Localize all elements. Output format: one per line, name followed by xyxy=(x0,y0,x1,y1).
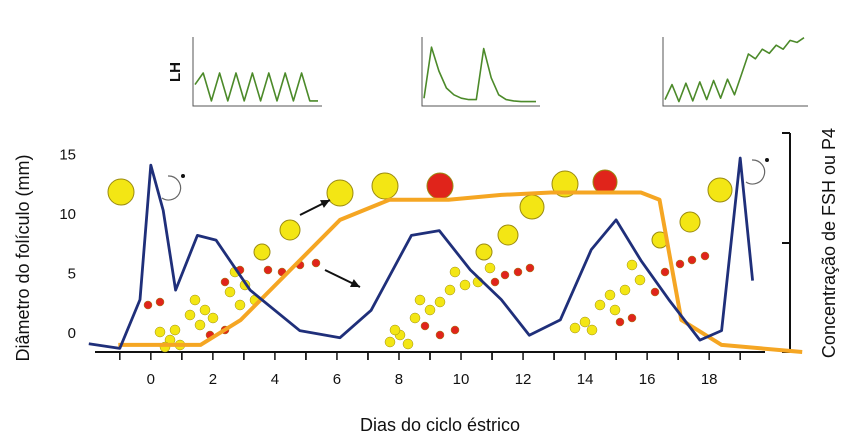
follicle xyxy=(279,219,301,241)
ovulation-dot xyxy=(181,174,185,178)
x-tick-label: 12 xyxy=(515,371,532,388)
follicle xyxy=(500,270,510,280)
follicle xyxy=(687,255,697,265)
y2-axis-label: Concentração de FSH ou P4 xyxy=(819,128,839,358)
x-tick-label: 6 xyxy=(333,371,341,388)
x-axis-label: Dias do ciclo éstrico xyxy=(360,415,520,435)
follicle xyxy=(700,251,710,261)
follicle xyxy=(409,312,421,324)
follicle xyxy=(444,284,456,296)
follicle xyxy=(169,324,181,336)
y-tick-label: 5 xyxy=(68,266,76,283)
follicle xyxy=(604,289,616,301)
follicle xyxy=(475,243,493,261)
follicle xyxy=(384,336,396,348)
follicle xyxy=(679,211,701,233)
ovulation xyxy=(745,159,766,185)
y-tick-label: 10 xyxy=(59,206,76,223)
follicle xyxy=(311,258,321,268)
follicle xyxy=(450,325,460,335)
y-tick-label: 15 xyxy=(59,147,76,164)
x-tick-label: 8 xyxy=(395,371,403,388)
follicle xyxy=(263,265,273,275)
follicle xyxy=(579,316,591,328)
follicle xyxy=(594,299,606,311)
data-line xyxy=(664,37,805,103)
y-axis-label: Diâmetro do folículo (mm) xyxy=(13,154,33,361)
follicle xyxy=(675,259,685,269)
x-tick-label: 4 xyxy=(271,371,279,388)
ovulation xyxy=(161,175,182,201)
follicle xyxy=(449,266,461,278)
follicle xyxy=(634,274,646,286)
follicle xyxy=(253,243,271,261)
data-line xyxy=(194,72,318,102)
follicle xyxy=(220,277,230,287)
follicle xyxy=(234,299,246,311)
follicle xyxy=(484,262,496,274)
axes xyxy=(95,132,791,353)
follicle xyxy=(615,317,625,327)
y-tick-label: 0 xyxy=(68,325,76,342)
data-line xyxy=(423,46,536,103)
follicle xyxy=(389,324,401,336)
follicle xyxy=(184,309,196,321)
follicle xyxy=(497,224,519,246)
lh-label: LH xyxy=(167,62,184,82)
follicle xyxy=(619,284,631,296)
follicle xyxy=(155,297,165,307)
data-line xyxy=(88,156,754,350)
ovulation-dot xyxy=(765,158,769,162)
follicle xyxy=(435,330,445,340)
follicle xyxy=(371,172,399,200)
follicle xyxy=(609,304,621,316)
arrow-head xyxy=(350,279,360,287)
follicle xyxy=(424,304,436,316)
x-tick-label: 16 xyxy=(639,371,656,388)
follicle xyxy=(707,177,733,203)
follicle xyxy=(402,338,414,350)
follicle xyxy=(194,319,206,331)
follicle xyxy=(586,324,598,336)
follicle xyxy=(189,294,201,306)
follicle xyxy=(224,286,236,298)
follicle xyxy=(154,326,166,338)
arrow-head xyxy=(320,200,330,208)
follicle xyxy=(627,313,637,323)
follicle xyxy=(426,172,454,200)
follicle xyxy=(569,322,581,334)
follicle xyxy=(414,294,426,306)
follicle xyxy=(143,300,153,310)
follicle xyxy=(207,312,219,324)
follicle xyxy=(107,178,135,206)
follicle xyxy=(525,263,535,273)
follicle xyxy=(513,267,523,277)
follicle xyxy=(420,321,430,331)
inset-axes xyxy=(192,37,808,107)
x-tick-label: 2 xyxy=(209,371,217,388)
follicle xyxy=(660,267,670,277)
follicle xyxy=(650,287,660,297)
data-line xyxy=(118,190,803,354)
x-tick-label: 18 xyxy=(701,371,718,388)
follicle xyxy=(199,304,211,316)
follicle xyxy=(626,259,638,271)
follicle xyxy=(519,194,545,220)
follicle xyxy=(434,296,446,308)
follicle xyxy=(490,277,500,287)
x-tick-label: 10 xyxy=(453,371,470,388)
follicle xyxy=(326,179,354,207)
x-tick-label: 14 xyxy=(577,371,594,388)
follicle xyxy=(459,279,471,291)
x-tick-label: 0 xyxy=(147,371,155,388)
follicle xyxy=(592,169,618,195)
